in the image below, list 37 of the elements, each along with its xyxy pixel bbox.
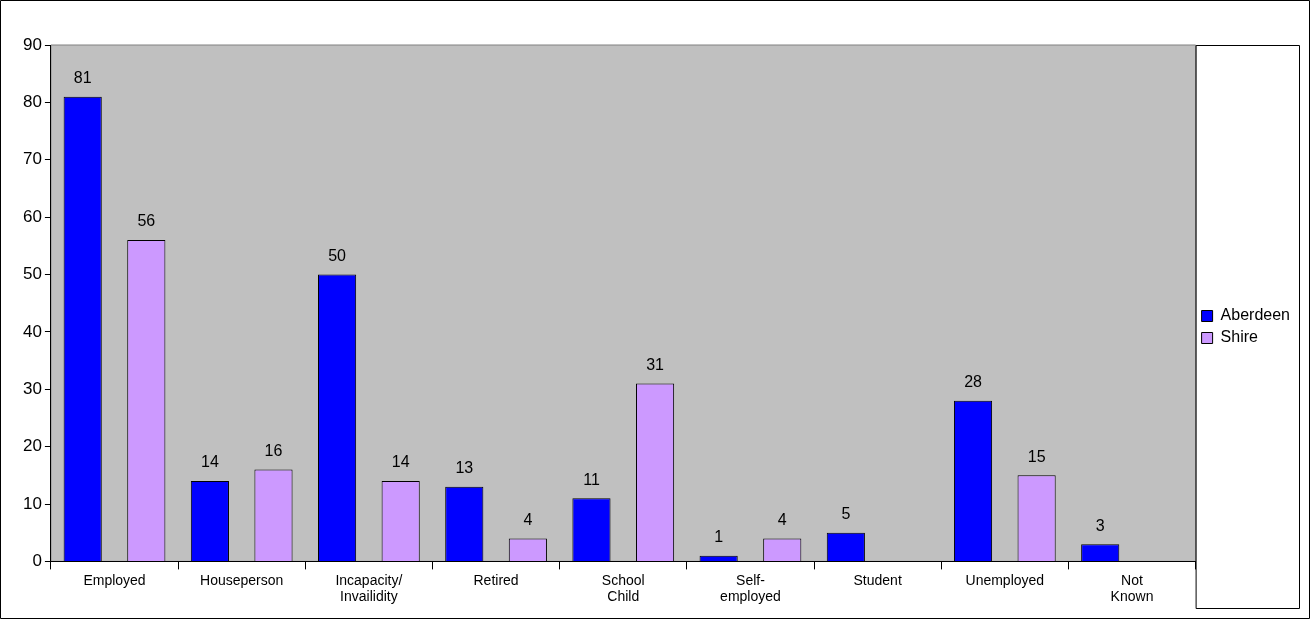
data-label: 11: [583, 470, 600, 488]
y-tick-label: 50: [22, 264, 42, 284]
y-tick-label: 70: [22, 149, 42, 169]
legend-label: Shire: [1220, 328, 1259, 346]
x-tick-label: School Child: [601, 571, 645, 605]
data-label: 31: [646, 355, 665, 373]
data-label: 56: [137, 212, 156, 230]
y-tick-label: 30: [22, 378, 42, 398]
data-label: 14: [201, 453, 219, 471]
data-label: 4: [777, 510, 787, 528]
y-tick-label: 80: [22, 92, 42, 112]
x-tick-label: Self- employed: [720, 571, 781, 605]
data-label: 15: [1027, 447, 1046, 465]
data-label: 1: [714, 528, 724, 546]
y-tick-label: 0: [32, 551, 42, 571]
x-tick-label: Unemployed: [965, 571, 1045, 588]
legend-label: Aberdeen: [1220, 306, 1290, 324]
y-tick-label: 60: [22, 206, 42, 226]
x-tick-label: Retired: [473, 571, 519, 588]
y-tick-label: 40: [22, 321, 42, 341]
y-tick-label: 10: [22, 493, 42, 513]
x-tick-label: Incapacity/ Invailidity: [335, 571, 403, 605]
data-label: 5: [841, 505, 851, 523]
data-label: 3: [1095, 516, 1105, 534]
data-label: 28: [964, 373, 983, 391]
data-label: 4: [523, 510, 533, 528]
x-tick-label: Not Known: [1110, 571, 1154, 605]
x-tick-label: Student: [853, 571, 902, 588]
data-label: 81: [73, 69, 92, 87]
data-label: 16: [264, 442, 283, 459]
data-label: 13: [455, 459, 474, 477]
y-tick-label: 20: [22, 436, 42, 456]
x-tick-label: Houseperson: [200, 571, 284, 588]
x-tick-label: Employed: [83, 571, 146, 588]
data-label: 14: [391, 453, 410, 471]
y-tick-label: 90: [22, 34, 42, 54]
data-label: 50: [328, 246, 347, 264]
